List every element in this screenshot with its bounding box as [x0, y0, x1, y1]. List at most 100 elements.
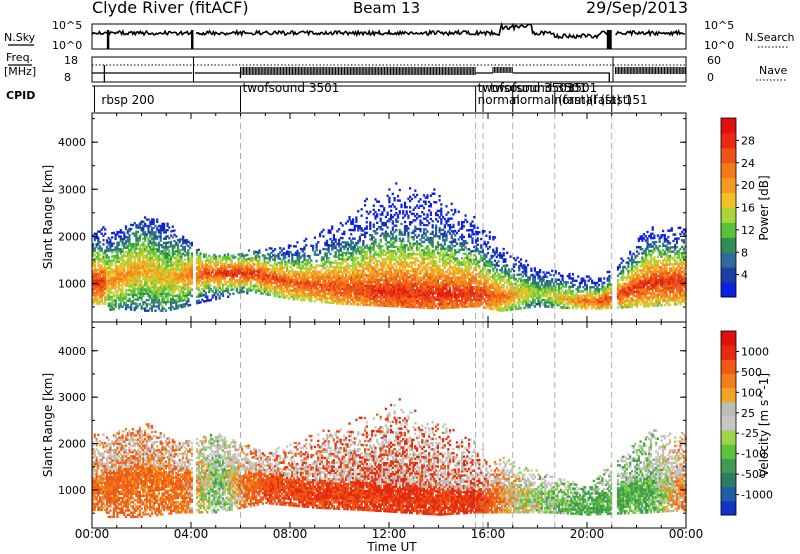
power-cell — [147, 218, 149, 220]
power-cell — [425, 235, 427, 237]
figure-svg: Clyde River (fitACF) Beam 13 29/Sep/2013… — [0, 0, 800, 554]
power-cell — [144, 301, 146, 303]
power-cell — [163, 291, 165, 293]
power-cell — [426, 230, 428, 232]
power-cell — [227, 289, 229, 291]
power-cell — [444, 243, 446, 245]
power-cell — [101, 247, 103, 249]
power-cell — [158, 261, 160, 263]
power-cell — [130, 306, 132, 308]
power-cell — [395, 254, 397, 256]
power-cell — [406, 210, 408, 212]
power-cell — [165, 231, 167, 233]
power-cell — [347, 299, 349, 301]
power-cell — [399, 210, 401, 212]
power-cell — [158, 263, 160, 265]
power-cell — [402, 217, 404, 219]
power-cell — [387, 212, 389, 214]
power-cell — [312, 249, 314, 251]
power-cell — [137, 243, 139, 245]
power-cell — [366, 255, 368, 257]
power-cell — [147, 284, 149, 286]
power-cell — [437, 280, 439, 282]
power-cell — [191, 265, 193, 267]
power-cell — [414, 230, 416, 232]
power-cell — [224, 277, 226, 279]
power-cell — [189, 304, 191, 306]
power-cell — [160, 238, 162, 240]
power-cell — [219, 297, 221, 299]
power-cell — [390, 263, 392, 265]
power-cell — [364, 204, 366, 206]
power-cell — [303, 248, 305, 250]
freq-label: Freq. — [6, 51, 33, 64]
power-cell — [373, 262, 375, 264]
power-cell — [191, 274, 193, 276]
power-cell — [374, 211, 376, 213]
power-cell — [338, 241, 340, 243]
power-cell — [354, 227, 356, 229]
power-cell — [149, 267, 151, 269]
power-cell — [378, 260, 380, 262]
power-cell — [392, 267, 394, 269]
nsearch-label: N.Search — [745, 31, 795, 44]
power-cell — [329, 232, 331, 234]
power-cell — [380, 256, 382, 258]
power-cell — [354, 229, 356, 231]
power-cell — [154, 252, 156, 254]
power-cell — [388, 197, 390, 199]
power-cell — [161, 265, 163, 267]
power-cell — [312, 245, 314, 247]
power-cell — [120, 229, 122, 231]
power-cell — [376, 266, 378, 268]
power-cell — [399, 280, 401, 282]
power-cell — [380, 218, 382, 220]
power-cell — [432, 220, 434, 222]
power-cell — [362, 259, 364, 261]
power-cell — [374, 241, 376, 243]
power-cell — [291, 258, 293, 260]
power-cell — [348, 301, 350, 303]
power-cell — [102, 226, 104, 228]
power-cell — [246, 281, 248, 283]
power-cell — [276, 265, 278, 267]
power-cell — [210, 299, 212, 301]
nsky-label: N.Sky — [4, 31, 36, 44]
power-cell — [212, 296, 214, 298]
power-cell — [428, 294, 430, 296]
power-cell — [413, 238, 415, 240]
power-cell — [153, 246, 155, 248]
power-cell — [243, 286, 245, 288]
power-cell — [419, 228, 421, 230]
power-cell — [290, 245, 292, 247]
power-cell — [258, 256, 260, 258]
power-cell — [229, 293, 231, 295]
power-cell — [281, 264, 283, 266]
power-cell — [191, 257, 193, 259]
power-cell — [407, 238, 409, 240]
power-cell — [161, 244, 163, 246]
power-cell — [94, 262, 96, 264]
power-cell — [385, 254, 387, 256]
power-cell — [146, 305, 148, 307]
power-cell — [416, 240, 418, 242]
power-cell — [142, 295, 144, 297]
power-cell — [395, 229, 397, 231]
power-cell — [376, 264, 378, 266]
power-cell — [141, 299, 143, 301]
power-cell — [430, 218, 432, 220]
power-cell — [125, 228, 127, 230]
power-cell — [154, 225, 156, 227]
power-cell — [433, 193, 435, 195]
power-cell — [432, 245, 434, 247]
power-cell — [246, 254, 248, 256]
freq-tick-bottom: 8 — [64, 71, 71, 84]
power-cell — [149, 240, 151, 242]
power-cell — [269, 260, 271, 262]
power-cell — [147, 274, 149, 276]
power-cell — [322, 259, 324, 261]
power-cell — [172, 226, 174, 228]
power-cell — [407, 232, 409, 234]
power-cell — [423, 241, 425, 243]
power-cell — [160, 257, 162, 259]
